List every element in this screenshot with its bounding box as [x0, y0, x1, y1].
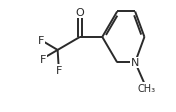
- Text: F: F: [56, 65, 62, 75]
- Text: CH₃: CH₃: [137, 83, 155, 93]
- Text: F: F: [40, 54, 46, 64]
- Text: F: F: [38, 36, 44, 46]
- Text: O: O: [76, 8, 84, 18]
- Text: N: N: [131, 58, 139, 68]
